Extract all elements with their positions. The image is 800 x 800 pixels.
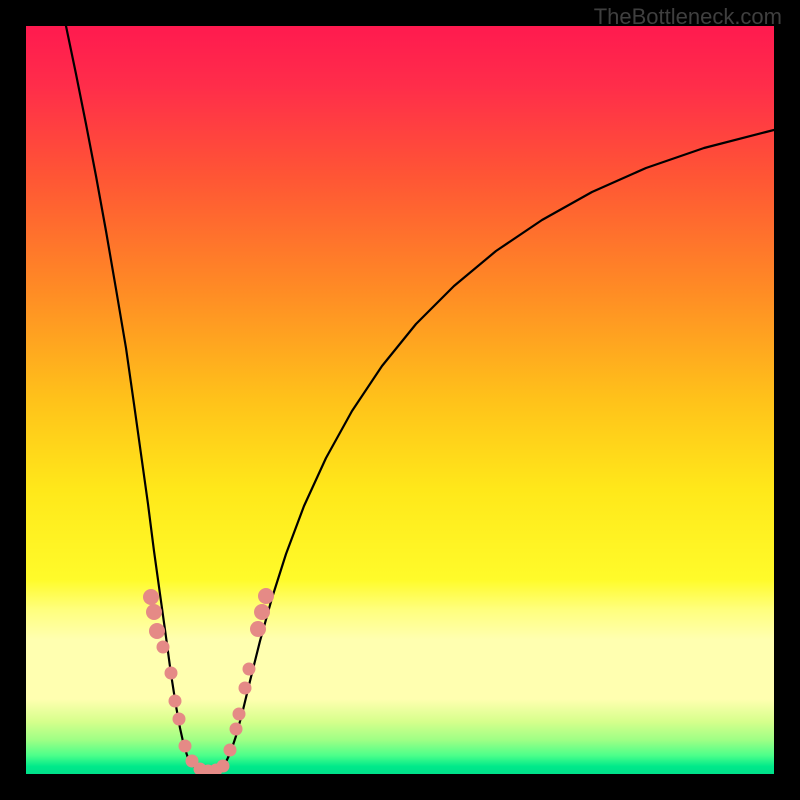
data-marker xyxy=(233,708,246,721)
data-marker xyxy=(146,604,162,620)
data-marker xyxy=(258,588,274,604)
chart-area xyxy=(26,26,774,774)
chart-svg xyxy=(26,26,774,774)
data-marker xyxy=(243,663,256,676)
data-marker xyxy=(239,682,252,695)
data-marker xyxy=(224,744,237,757)
data-marker xyxy=(157,641,170,654)
data-marker xyxy=(169,695,182,708)
data-marker xyxy=(165,667,178,680)
watermark-text: TheBottleneck.com xyxy=(594,4,782,30)
data-marker xyxy=(217,760,230,773)
chart-frame: TheBottleneck.com xyxy=(0,0,800,800)
data-marker xyxy=(179,740,192,753)
data-marker xyxy=(173,713,186,726)
data-marker xyxy=(143,589,159,605)
chart-background xyxy=(26,26,774,774)
data-marker xyxy=(230,723,243,736)
data-marker xyxy=(254,604,270,620)
data-marker xyxy=(149,623,165,639)
data-marker xyxy=(250,621,266,637)
